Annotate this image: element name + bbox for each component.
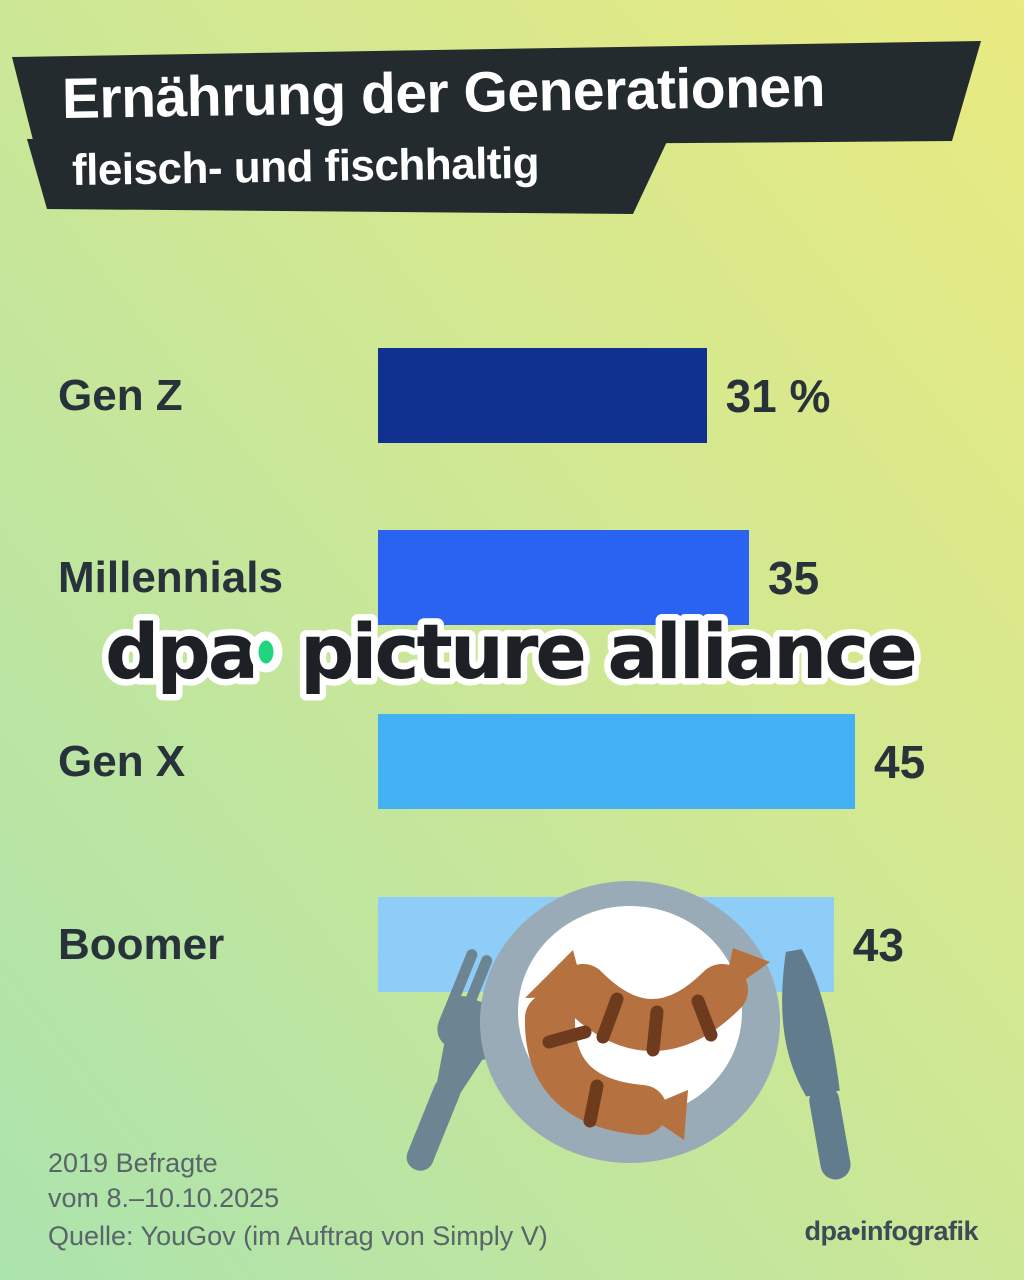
sausage-icon xyxy=(525,993,688,1140)
sausage-icon xyxy=(525,948,770,1057)
category-label: Millennials xyxy=(58,552,283,602)
bar-millennials xyxy=(378,530,749,625)
survey-note: 2019 Befragte vom 8.–10.10.2025 xyxy=(48,1146,279,1216)
title-banner-shape xyxy=(12,41,981,148)
survey-note-line1: 2019 Befragte xyxy=(48,1148,218,1178)
watermark-dot-icon xyxy=(249,631,283,673)
category-label: Gen X xyxy=(58,736,186,786)
value-label: 31 % xyxy=(725,369,831,422)
title-banner xyxy=(12,41,981,214)
bar-track: 31 % xyxy=(378,348,830,443)
bar-gen-x xyxy=(378,714,855,809)
category-label: Boomer xyxy=(58,919,225,969)
watermark-dpa: dpa xyxy=(105,607,256,696)
bar-gen-z xyxy=(378,348,707,443)
survey-note-line2: vom 8.–10.10.2025 xyxy=(48,1183,280,1213)
watermark-picture-alliance: picture alliance xyxy=(300,607,915,696)
bar-track: 45 xyxy=(378,714,925,809)
value-label: 35 xyxy=(768,551,820,604)
source-line: Quelle: YouGov (im Auftrag von Simply V) xyxy=(48,1221,548,1251)
subtitle-banner-shape xyxy=(27,133,671,214)
category-label: Gen Z xyxy=(58,370,183,420)
value-label: 45 xyxy=(874,735,926,788)
dpa-infografik-logo: dpa•infografik xyxy=(804,1216,979,1246)
value-label: 43 xyxy=(852,918,904,971)
bar-row-millennials: Millennials 35 xyxy=(0,530,1024,625)
bar-row-gen-x: Gen X 45 xyxy=(0,714,1024,809)
bar-row-gen-z: Gen Z 31 % xyxy=(0,348,1024,443)
knife-icon xyxy=(782,949,851,1180)
bar-track: 35 xyxy=(378,530,819,625)
